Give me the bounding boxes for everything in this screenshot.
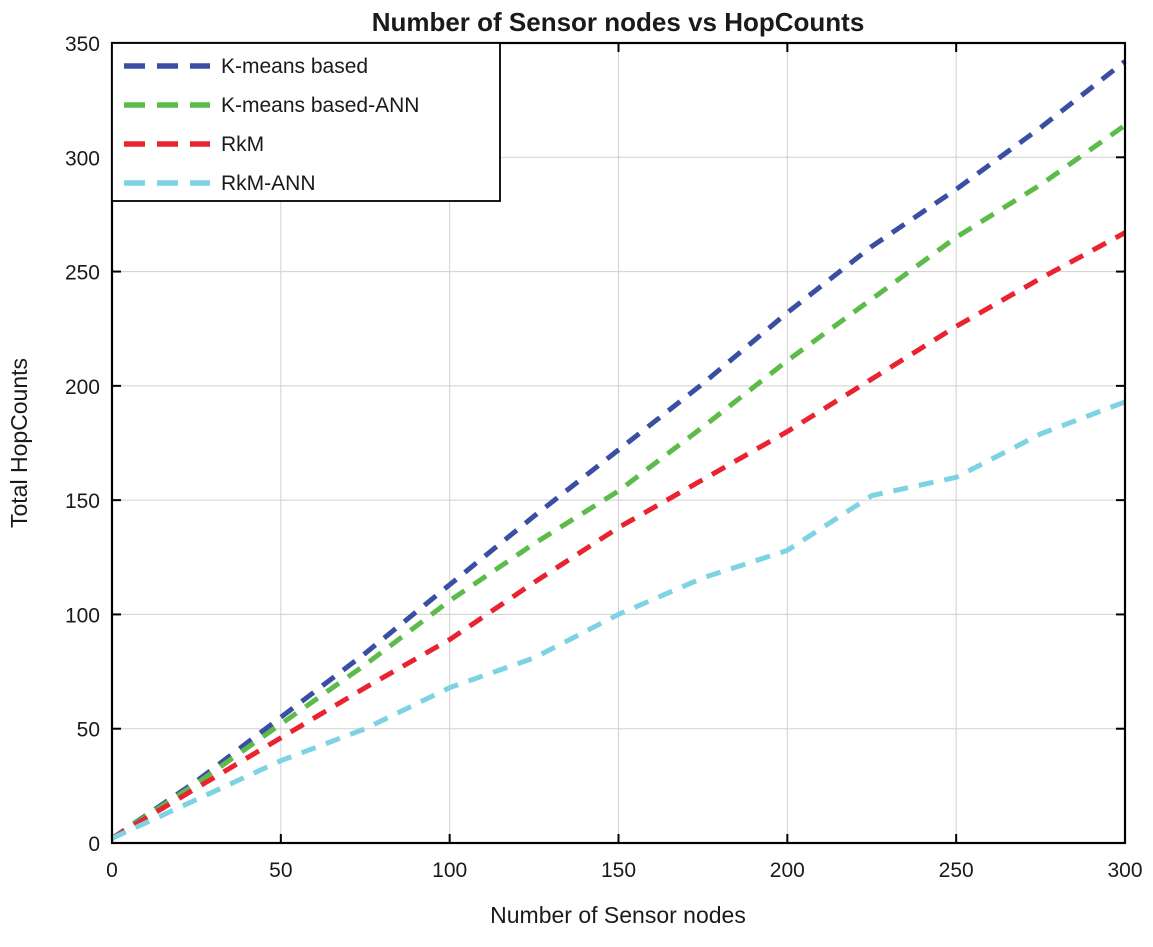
x-tick-label: 0 <box>106 859 118 882</box>
y-tick-label: 150 <box>65 490 100 513</box>
series-line-rkm <box>110 230 1127 841</box>
x-tick-label: 200 <box>770 859 805 882</box>
legend: K-means based K-means based-ANN RkM RkM-… <box>111 42 501 202</box>
x-tick-label: 250 <box>939 859 974 882</box>
legend-label-rkm: RkM <box>221 133 264 156</box>
y-tick-label: 250 <box>65 262 100 285</box>
y-tick-label: 300 <box>65 147 100 170</box>
y-tick-label: 100 <box>65 604 100 627</box>
y-tick-labels: 0 50 100 150 200 250 300 350 <box>65 33 100 856</box>
x-tick-label: 100 <box>432 859 467 882</box>
legend-label-kmeans-ann: K-means based-ANN <box>221 94 419 117</box>
x-tick-label: 300 <box>1107 859 1142 882</box>
y-tick-label: 200 <box>65 376 100 399</box>
y-tick-label: 0 <box>88 833 100 856</box>
y-axis-label: Total HopCounts <box>6 358 32 528</box>
series-line-k-means-based <box>110 59 1127 841</box>
legend-box <box>111 42 501 202</box>
x-tick-labels: 0 50 100 150 200 250 300 <box>106 859 1142 882</box>
x-axis-label: Number of Sensor nodes <box>490 902 746 928</box>
x-tick-label: 50 <box>269 859 292 882</box>
y-tick-label: 350 <box>65 33 100 56</box>
data-series <box>110 59 1127 841</box>
chart-title: Number of Sensor nodes vs HopCounts <box>372 7 865 37</box>
legend-label-kmeans: K-means based <box>221 55 368 78</box>
x-tick-label: 150 <box>601 859 636 882</box>
legend-label-rkm-ann: RkM-ANN <box>221 172 316 195</box>
series-line-rkm-ann <box>110 399 1126 841</box>
y-tick-label: 50 <box>77 719 100 742</box>
